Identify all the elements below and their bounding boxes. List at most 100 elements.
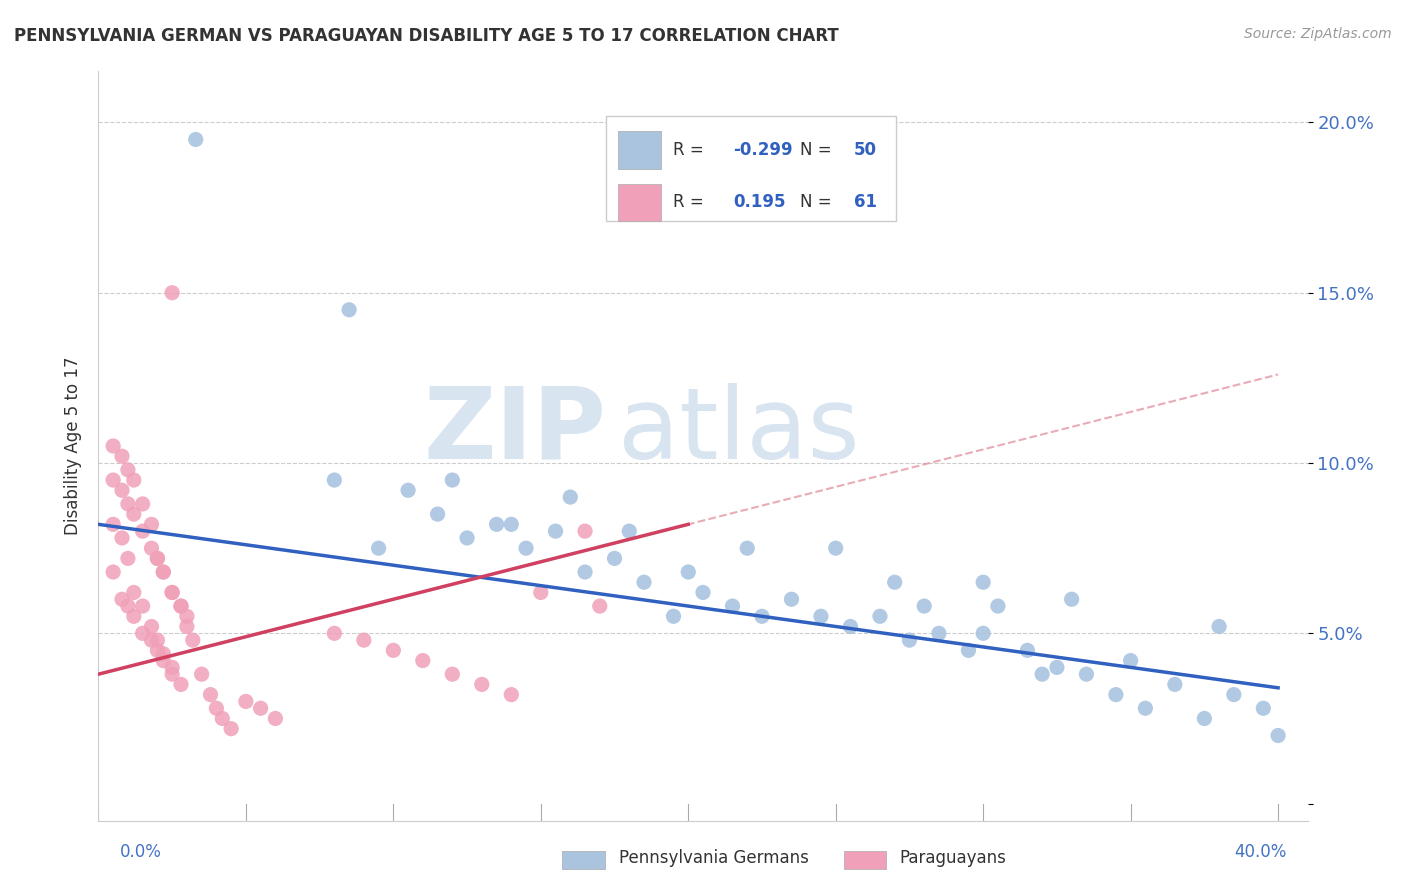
Text: PENNSYLVANIA GERMAN VS PARAGUAYAN DISABILITY AGE 5 TO 17 CORRELATION CHART: PENNSYLVANIA GERMAN VS PARAGUAYAN DISABI… — [14, 27, 839, 45]
Point — [152, 565, 174, 579]
Point — [122, 609, 145, 624]
Point — [426, 507, 449, 521]
Point — [441, 473, 464, 487]
Point — [101, 517, 124, 532]
Point — [323, 473, 346, 487]
Point — [219, 722, 242, 736]
Point — [141, 541, 163, 556]
Text: R =: R = — [672, 141, 709, 159]
Point — [337, 302, 360, 317]
Text: 40.0%: 40.0% — [1234, 843, 1286, 861]
Text: R =: R = — [672, 194, 709, 211]
Point — [544, 524, 567, 538]
Point — [111, 531, 134, 545]
Text: ZIP: ZIP — [423, 383, 606, 480]
Point — [146, 643, 169, 657]
Point — [170, 677, 193, 691]
Point — [589, 599, 612, 613]
Point — [883, 575, 905, 590]
Point — [1076, 667, 1098, 681]
Point — [249, 701, 271, 715]
Point — [205, 701, 228, 715]
Point — [367, 541, 389, 556]
Y-axis label: Disability Age 5 to 17: Disability Age 5 to 17 — [63, 357, 82, 535]
Point — [692, 585, 714, 599]
Text: N =: N = — [800, 194, 837, 211]
Point — [382, 643, 405, 657]
Point — [662, 609, 685, 624]
Point — [1135, 701, 1157, 715]
Point — [560, 490, 582, 504]
Point — [122, 473, 145, 487]
Point — [1194, 711, 1216, 725]
Point — [160, 660, 183, 674]
Point — [131, 626, 153, 640]
Point — [530, 585, 553, 599]
Point — [160, 585, 183, 599]
Text: Source: ZipAtlas.com: Source: ZipAtlas.com — [1244, 27, 1392, 41]
Point — [972, 626, 994, 640]
Point — [1060, 592, 1083, 607]
Point — [987, 599, 1010, 613]
Point — [190, 667, 212, 681]
Point — [176, 609, 198, 624]
Point — [264, 711, 287, 725]
Point — [353, 633, 375, 648]
Point — [1017, 643, 1039, 657]
Point — [1223, 688, 1246, 702]
Point — [117, 463, 139, 477]
Point — [111, 592, 134, 607]
Point — [117, 497, 139, 511]
Point — [101, 439, 124, 453]
Point — [160, 585, 183, 599]
Point — [122, 585, 145, 599]
Point — [117, 599, 139, 613]
Point — [176, 619, 198, 633]
Point — [131, 599, 153, 613]
Point — [235, 694, 257, 708]
Text: 0.195: 0.195 — [734, 194, 786, 211]
Point — [501, 688, 523, 702]
Point — [603, 551, 626, 566]
Point — [1208, 619, 1230, 633]
Point — [471, 677, 494, 691]
Point — [869, 609, 891, 624]
Point — [485, 517, 508, 532]
Point — [152, 647, 174, 661]
Point — [441, 667, 464, 681]
Point — [972, 575, 994, 590]
Point — [928, 626, 950, 640]
Point — [780, 592, 803, 607]
Text: 61: 61 — [855, 194, 877, 211]
Point — [200, 688, 222, 702]
Point — [181, 633, 204, 648]
Point — [751, 609, 773, 624]
Point — [160, 667, 183, 681]
Text: 0.0%: 0.0% — [120, 843, 162, 861]
Point — [1105, 688, 1128, 702]
Text: 50: 50 — [855, 141, 877, 159]
Point — [111, 449, 134, 463]
Point — [122, 507, 145, 521]
Point — [152, 654, 174, 668]
Point — [146, 551, 169, 566]
Point — [146, 633, 169, 648]
FancyBboxPatch shape — [619, 131, 661, 169]
Point — [898, 633, 921, 648]
Point — [141, 517, 163, 532]
Point — [412, 654, 434, 668]
Point — [146, 551, 169, 566]
Point — [810, 609, 832, 624]
Point — [574, 524, 596, 538]
FancyBboxPatch shape — [619, 184, 661, 221]
Point — [1046, 660, 1069, 674]
Point — [170, 599, 193, 613]
Point — [160, 285, 183, 300]
Text: N =: N = — [800, 141, 837, 159]
Point — [101, 473, 124, 487]
Point — [824, 541, 846, 556]
Point — [515, 541, 537, 556]
Point — [152, 565, 174, 579]
Text: Paraguayans: Paraguayans — [900, 849, 1007, 867]
Point — [678, 565, 700, 579]
